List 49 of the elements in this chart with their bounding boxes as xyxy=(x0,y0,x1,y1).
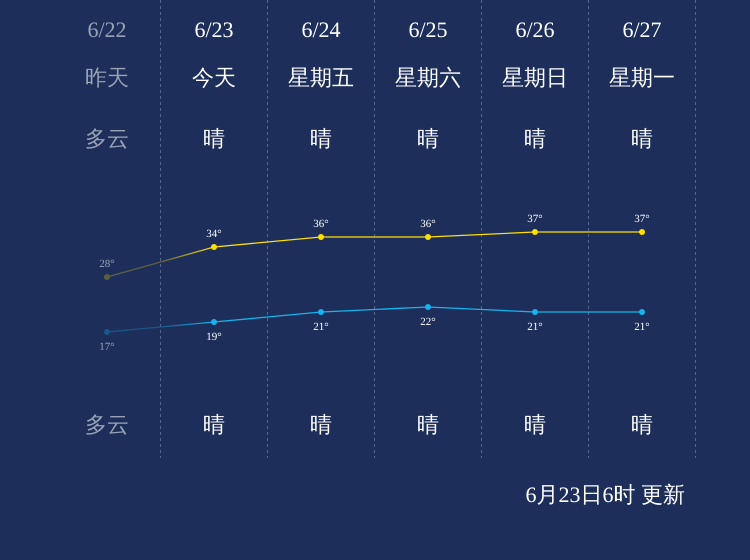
point xyxy=(104,274,110,280)
text: 多云 xyxy=(85,412,129,437)
text: 晴 xyxy=(417,412,439,437)
data-label: 22° xyxy=(420,316,436,328)
point xyxy=(211,244,217,250)
text: 星期日 xyxy=(502,65,568,90)
x-tick-label: 6/27 xyxy=(622,17,662,42)
text: 星期六 xyxy=(395,65,461,90)
point xyxy=(532,309,538,315)
data-label: 28° xyxy=(99,258,115,270)
point xyxy=(425,234,431,240)
data-label: 36° xyxy=(313,218,329,230)
point xyxy=(425,304,431,310)
data-label: 21° xyxy=(527,321,543,333)
point xyxy=(104,329,110,335)
x-tick-label: 6/24 xyxy=(301,17,341,42)
data-label: 21° xyxy=(634,321,650,333)
text: 星期五 xyxy=(288,65,354,90)
text: 6月23日6时 更新 xyxy=(526,482,685,507)
point xyxy=(318,309,324,315)
text: 晴 xyxy=(524,126,546,151)
text: 多云 xyxy=(85,126,129,151)
point xyxy=(639,309,645,315)
x-tick-label: 6/25 xyxy=(408,17,448,42)
data-label: 19° xyxy=(206,331,222,343)
text: 晴 xyxy=(631,126,653,151)
text: 晴 xyxy=(203,412,225,437)
text: 今天 xyxy=(192,65,236,90)
data-label: 17° xyxy=(99,341,115,353)
point xyxy=(318,234,324,240)
x-tick-label: 6/22 xyxy=(87,17,127,42)
text: 星期一 xyxy=(609,65,675,90)
text: 晴 xyxy=(310,412,332,437)
text: 昨天 xyxy=(85,65,129,90)
text: 晴 xyxy=(417,126,439,151)
text: 晴 xyxy=(310,126,332,151)
data-label: 37° xyxy=(634,213,650,225)
point xyxy=(639,229,645,235)
data-label: 21° xyxy=(313,321,329,333)
text: 晴 xyxy=(524,412,546,437)
point xyxy=(532,229,538,235)
text: 晴 xyxy=(631,412,653,437)
x-tick-label: 6/26 xyxy=(515,17,555,42)
text: 晴 xyxy=(203,126,225,151)
point xyxy=(211,319,217,325)
data-label: 36° xyxy=(420,218,436,230)
data-label: 37° xyxy=(527,213,543,225)
x-tick-label: 6/23 xyxy=(194,17,234,42)
data-label: 34° xyxy=(206,228,222,240)
